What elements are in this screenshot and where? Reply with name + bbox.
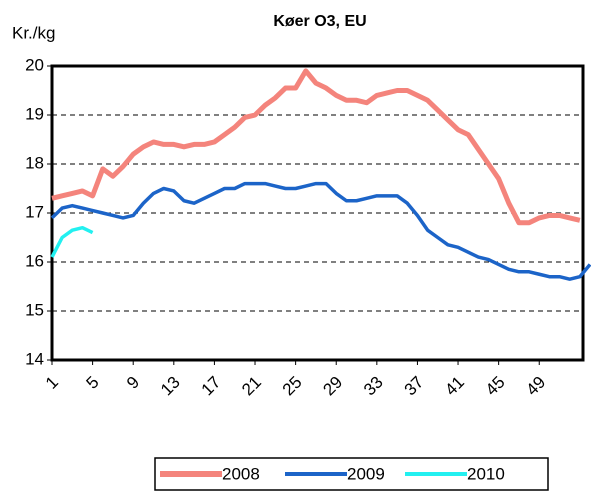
y-tick-label: 18 [25, 153, 44, 172]
legend-label: 2008 [222, 464, 260, 483]
y-tick-label: 17 [25, 202, 44, 221]
chart-title: Køer O3, EU [273, 13, 366, 30]
x-tick-label: 1 [42, 373, 62, 393]
series-line [50, 225, 94, 258]
x-tick-label: 33 [360, 373, 387, 400]
legend-label: 2010 [467, 464, 505, 483]
x-tick-label: 25 [279, 373, 306, 400]
x-tick-label: 41 [441, 373, 468, 400]
y-tick-label: 20 [25, 55, 44, 74]
x-tick-label: 29 [319, 373, 346, 400]
x-tick-label: 17 [198, 373, 225, 400]
x-tick-label: 5 [82, 373, 102, 393]
y-tick-label: 15 [25, 300, 44, 319]
y-tick-label: 19 [25, 104, 44, 123]
x-tick-label: 9 [123, 373, 143, 393]
x-tick-label: 49 [522, 373, 549, 400]
y-tick-label: 14 [25, 349, 44, 368]
y-axis-label: Kr./kg [12, 23, 55, 42]
series-line [50, 181, 591, 281]
x-tick-label: 37 [401, 373, 428, 400]
x-tick-label: 13 [157, 373, 184, 400]
series-line [51, 68, 581, 226]
y-tick-label: 16 [25, 251, 44, 270]
legend-label: 2009 [347, 464, 385, 483]
plot-frame [50, 64, 585, 362]
x-tick-label: 45 [482, 373, 509, 400]
x-tick-label: 21 [238, 373, 265, 400]
legend-box [154, 457, 549, 491]
